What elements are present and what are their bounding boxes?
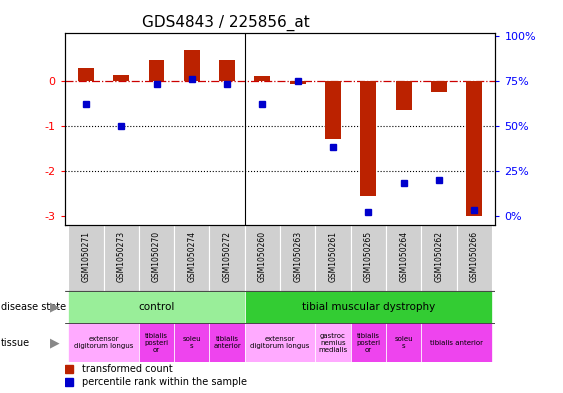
Bar — [421, 323, 492, 362]
Bar — [78, 68, 94, 81]
Bar — [396, 81, 412, 110]
Text: GSM1050273: GSM1050273 — [117, 231, 126, 282]
Bar — [290, 81, 306, 84]
Bar — [254, 76, 270, 81]
Text: gastroc
nemius
medialis: gastroc nemius medialis — [319, 332, 348, 353]
Text: soleu
s: soleu s — [394, 336, 413, 349]
Text: GSM1050260: GSM1050260 — [258, 231, 267, 282]
Bar — [245, 225, 280, 290]
Text: GSM1050270: GSM1050270 — [152, 231, 161, 282]
Bar — [68, 225, 104, 290]
Bar — [184, 50, 200, 81]
Text: control: control — [138, 302, 175, 312]
Bar — [174, 225, 209, 290]
Bar — [174, 323, 209, 362]
Text: GSM1050266: GSM1050266 — [470, 231, 479, 282]
Text: GSM1050265: GSM1050265 — [364, 231, 373, 282]
Text: soleu
s: soleu s — [182, 336, 201, 349]
Text: disease state: disease state — [1, 302, 66, 312]
Text: extensor
digitorum longus: extensor digitorum longus — [74, 336, 133, 349]
Bar — [386, 323, 421, 362]
Bar — [68, 290, 245, 323]
Bar — [219, 61, 235, 81]
Text: tibialis
posteri
or: tibialis posteri or — [145, 332, 168, 353]
Bar — [431, 81, 447, 92]
Text: extensor
digitorum longus: extensor digitorum longus — [251, 336, 310, 349]
Bar — [139, 323, 174, 362]
Text: GSM1050263: GSM1050263 — [293, 231, 302, 282]
Bar — [209, 323, 245, 362]
Text: GDS4843 / 225856_at: GDS4843 / 225856_at — [142, 15, 310, 31]
Bar — [457, 225, 492, 290]
Bar — [421, 225, 457, 290]
Bar — [351, 323, 386, 362]
Text: percentile rank within the sample: percentile rank within the sample — [82, 377, 247, 387]
Text: transformed count: transformed count — [82, 364, 173, 374]
Bar — [245, 323, 315, 362]
Bar — [466, 81, 482, 216]
Text: GSM1050274: GSM1050274 — [187, 231, 196, 282]
Bar — [280, 225, 315, 290]
Text: tissue: tissue — [1, 338, 30, 347]
Text: GSM1050271: GSM1050271 — [82, 231, 91, 282]
Text: GSM1050262: GSM1050262 — [435, 231, 444, 282]
Bar — [68, 323, 139, 362]
Bar — [325, 81, 341, 139]
Bar — [360, 81, 376, 196]
Bar — [149, 61, 164, 81]
Bar — [139, 225, 174, 290]
Text: tibialis
anterior: tibialis anterior — [213, 336, 241, 349]
Text: GSM1050264: GSM1050264 — [399, 231, 408, 282]
Bar — [386, 225, 421, 290]
Bar — [315, 323, 351, 362]
Text: ▶: ▶ — [50, 301, 60, 314]
Bar — [245, 290, 492, 323]
Bar — [351, 225, 386, 290]
Text: tibial muscular dystrophy: tibial muscular dystrophy — [302, 302, 435, 312]
Bar — [315, 225, 351, 290]
Text: ▶: ▶ — [50, 336, 60, 349]
Bar — [104, 225, 139, 290]
Text: tibialis anterior: tibialis anterior — [430, 340, 483, 345]
Text: GSM1050272: GSM1050272 — [222, 231, 231, 282]
Bar — [209, 225, 245, 290]
Bar — [113, 75, 129, 81]
Text: tibialis
posteri
or: tibialis posteri or — [356, 332, 381, 353]
Text: GSM1050261: GSM1050261 — [329, 231, 338, 282]
